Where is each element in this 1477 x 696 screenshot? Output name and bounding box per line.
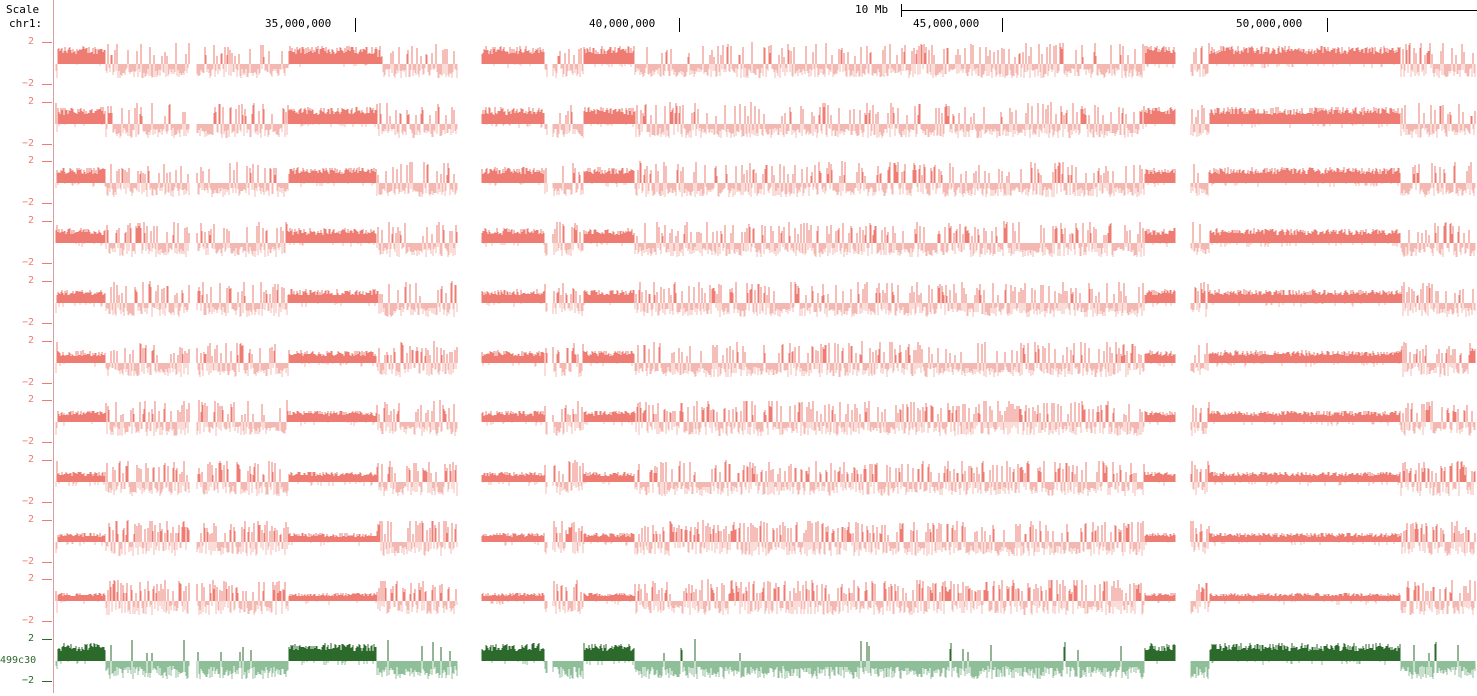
- y-max-label: 2: [27, 275, 34, 286]
- y-max-label-mark: [42, 639, 52, 640]
- y-min-label: −2: [21, 317, 34, 328]
- negative-signal: [55, 303, 1476, 317]
- y-max-label: 2: [27, 36, 34, 47]
- y-min-label: −2: [21, 556, 34, 567]
- y-max-label-mark: [42, 400, 52, 401]
- y-min-label-mark: [42, 502, 52, 503]
- positive-signal: [56, 161, 1472, 183]
- position-label-45mb: 45,000,000: [913, 17, 980, 30]
- y-max-label: 2: [27, 514, 34, 525]
- negative-signal: [55, 183, 1476, 197]
- y-min-label: −2: [21, 675, 34, 686]
- y-min-label: −2: [21, 257, 34, 268]
- y-max-label-mark: [42, 341, 52, 342]
- scale-bar-label: 10 Mb: [855, 3, 889, 16]
- y-min-label-mark: [42, 323, 52, 324]
- y-max-label: 2: [27, 394, 34, 405]
- y-max-label: 2: [27, 454, 34, 465]
- base-position-ruler[interactable]: 10 Mb 35,000,000 40,000,000 45,000,000 5…: [54, 0, 1477, 40]
- scale-bar: [901, 10, 1477, 11]
- position-tick-45mb: [1002, 18, 1003, 32]
- y-min-label-mark: [42, 681, 52, 682]
- negative-signal: [55, 64, 1476, 78]
- y-min-label: −2: [21, 138, 34, 149]
- gutter-divider: [53, 0, 54, 693]
- positive-signal: [55, 221, 1470, 243]
- y-min-label-mark: [42, 203, 52, 204]
- negative-signal: [55, 482, 1474, 496]
- signal-track-9[interactable]: [55, 520, 1476, 556]
- position-tick-40mb: [679, 18, 680, 32]
- signal-track-5[interactable]: [55, 281, 1476, 317]
- y-max-label-mark: [42, 520, 52, 521]
- positive-signal: [55, 102, 1476, 124]
- y-max-label-mark: [42, 281, 52, 282]
- y-max-label: 2: [27, 335, 34, 346]
- positive-signal: [57, 639, 1459, 661]
- negative-signal: [56, 601, 1475, 615]
- signal-track-3[interactable]: [55, 161, 1476, 197]
- y-min-label: −2: [21, 436, 34, 447]
- position-tick-35mb: [355, 18, 356, 32]
- position-label-50mb: 50,000,000: [1236, 17, 1303, 30]
- y-max-label-mark: [42, 221, 52, 222]
- y-min-label-mark: [42, 84, 52, 85]
- y-max-label-mark: [42, 161, 52, 162]
- y-min-label-mark: [42, 263, 52, 264]
- y-min-label-mark: [42, 562, 52, 563]
- y-min-label: −2: [21, 197, 34, 208]
- signal-track-7[interactable]: [55, 400, 1476, 436]
- negative-signal: [55, 661, 1476, 679]
- positive-signal: [56, 341, 1476, 363]
- y-min-label: −2: [21, 377, 34, 388]
- position-label-40mb: 40,000,000: [589, 17, 656, 30]
- y-min-label-mark: [42, 621, 52, 622]
- negative-signal: [55, 422, 1476, 436]
- signal-track-10[interactable]: [55, 579, 1476, 615]
- y-max-label-mark: [42, 102, 52, 103]
- y-max-label: 2: [27, 573, 34, 584]
- y-max-label-mark: [42, 460, 52, 461]
- y-max-label: 2: [27, 215, 34, 226]
- positive-signal: [57, 42, 1474, 64]
- scale-label: Scale: [6, 3, 40, 16]
- negative-signal: [55, 542, 1475, 556]
- position-tick-50mb: [1327, 18, 1328, 32]
- negative-signal: [56, 124, 1475, 138]
- y-min-label: −2: [21, 496, 34, 507]
- position-label-35mb: 35,000,000: [265, 17, 332, 30]
- negative-signal: [55, 363, 1469, 377]
- signal-track-2[interactable]: [55, 102, 1476, 138]
- signal-track-4[interactable]: [55, 221, 1476, 257]
- y-max-label-mark: [42, 42, 52, 43]
- sample-track-green[interactable]: [55, 639, 1476, 679]
- track-label-gutter: Scale chr1: 2 −2 2 −2 2 −2 2 −2 2 −2 2 −2 2 −2 2 −2 2 −2 2…: [0, 0, 54, 693]
- y-max-label: 2: [27, 155, 34, 166]
- y-min-label-mark: [42, 442, 52, 443]
- signal-track-1[interactable]: [55, 42, 1476, 78]
- y-min-label-mark: [42, 383, 52, 384]
- y-min-label: −2: [21, 78, 34, 89]
- negative-signal: [75, 243, 1476, 257]
- y-max-label: 2: [27, 633, 34, 644]
- signal-track-6[interactable]: [55, 341, 1476, 377]
- chromosome-label: chr1:: [9, 17, 43, 30]
- y-max-label-mark: [42, 579, 52, 580]
- positive-signal: [57, 520, 1476, 542]
- signal-track-8[interactable]: [55, 460, 1476, 496]
- sample-track-label[interactable]: 499c30: [0, 655, 37, 666]
- y-max-label: 2: [27, 96, 34, 107]
- positive-signal: [55, 579, 1476, 601]
- y-min-label-mark: [42, 144, 52, 145]
- positive-signal: [56, 460, 1476, 482]
- positive-signal: [56, 281, 1474, 303]
- y-min-label: −2: [21, 615, 34, 626]
- positive-signal: [57, 400, 1473, 422]
